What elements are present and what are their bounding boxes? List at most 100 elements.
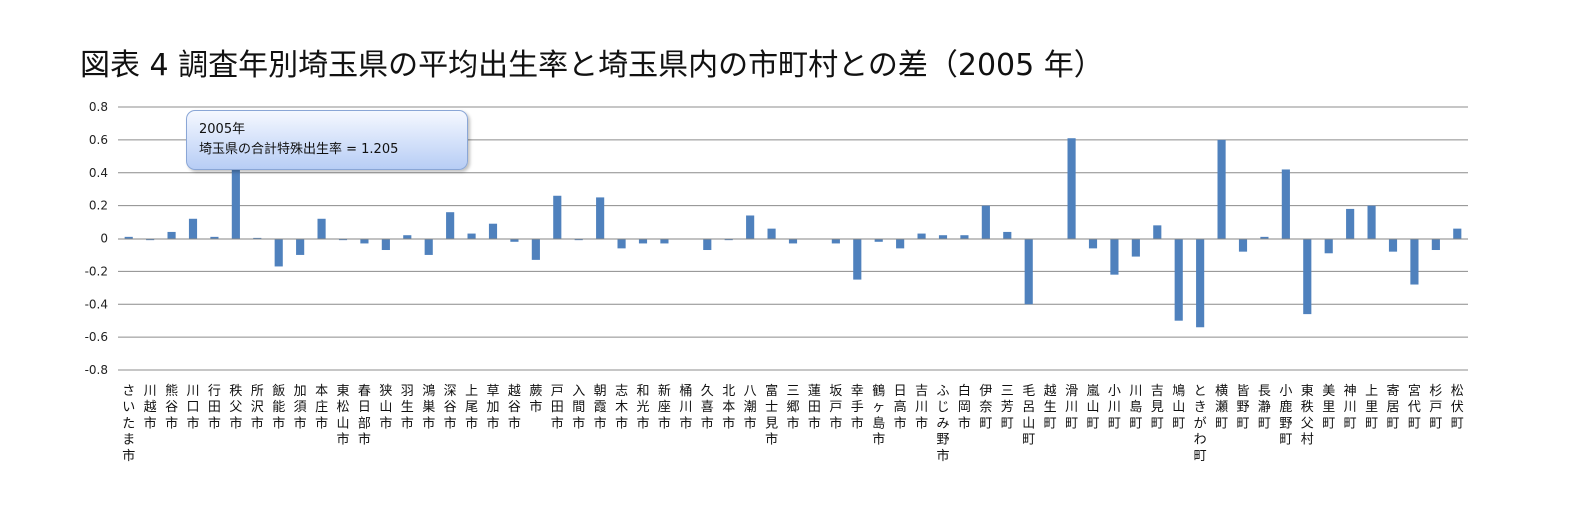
x-tick-label: 日高市 [894, 384, 907, 431]
x-axis-labels: さいたま市川越市熊谷市川口市行田市秩父市所沢市飯能市加須市本庄市東松山市春日部市… [122, 383, 1464, 464]
bar [1303, 238, 1312, 315]
bar [853, 238, 862, 280]
x-tick-label: 皆野町 [1236, 384, 1249, 431]
bar [188, 218, 198, 239]
annotation-line-1: 2005年 [199, 122, 246, 137]
x-tick-label: 秩父市 [229, 384, 242, 431]
bar [596, 197, 605, 239]
x-tick-label: 熊谷市 [165, 383, 178, 431]
bar [1410, 238, 1419, 285]
bar [1346, 208, 1355, 239]
y-tick-label: 0.6 [89, 133, 108, 147]
x-tick-label: 八潮市 [744, 384, 757, 431]
bar [938, 235, 948, 239]
x-tick-label: 川島町 [1129, 384, 1142, 431]
y-axis-ticks: 0.8 0.6 0.4 0.2 0 -0.2 -0.4 -0.6 -0.8 [85, 100, 108, 377]
bar [1024, 238, 1033, 305]
bar [638, 238, 648, 244]
x-tick-label: 幸手市 [851, 384, 864, 431]
x-tick-label: 朝霞市 [594, 384, 607, 431]
x-tick-label: 宮代町 [1408, 383, 1421, 431]
x-tick-label: 所沢市 [251, 384, 264, 431]
y-tick-label: -0.2 [85, 264, 108, 278]
x-tick-label: 越生町 [1044, 384, 1057, 431]
x-tick-label: さいたま市 [122, 384, 135, 464]
bar [1260, 236, 1269, 239]
bar [317, 218, 326, 239]
x-tick-label: 蕨市 [529, 384, 542, 415]
chart-title: 図表 4 調査年別埼玉県の平均出生率と埼玉県内の市町村との差（2005 年） [80, 48, 1104, 83]
x-tick-label: 嵐山町 [1086, 384, 1099, 431]
x-tick-label: 加須市 [294, 384, 307, 431]
bar [531, 238, 540, 260]
bar [553, 195, 562, 239]
x-tick-label: 川口市 [186, 384, 199, 431]
x-tick-label: 上里町 [1365, 384, 1378, 431]
bar [488, 223, 498, 239]
x-tick-label: 狭山市 [379, 384, 392, 431]
x-tick-label: 北本市 [722, 384, 735, 431]
x-tick-label: 志木市 [615, 384, 628, 431]
x-tick-label: 久喜市 [701, 384, 714, 431]
x-tick-label: 神川町 [1344, 384, 1357, 431]
x-tick-label: 上尾市 [465, 384, 478, 431]
bar [467, 233, 476, 239]
x-tick-label: 東松山市 [336, 383, 349, 448]
x-tick-label: 寄居町 [1386, 383, 1399, 431]
x-tick-label: 吉川市 [915, 384, 928, 431]
bar [296, 238, 305, 255]
bar [703, 238, 712, 251]
bar [1067, 138, 1076, 239]
x-tick-label: 行田市 [208, 384, 221, 431]
bar [360, 238, 369, 244]
annotation-line-2: 埼玉県の合計特殊出生率 = 1.205 [199, 142, 399, 157]
bar [746, 215, 755, 239]
x-tick-label: 坂戸市 [829, 384, 842, 431]
bar [124, 236, 133, 239]
y-tick-label: 0.2 [89, 199, 108, 213]
bar [1131, 238, 1140, 257]
y-tick-label: -0.4 [85, 297, 108, 311]
x-tick-label: 東秩父村 [1301, 383, 1314, 448]
bar [510, 238, 519, 242]
x-tick-label: 吉見町 [1151, 384, 1164, 431]
x-tick-label: 美里町 [1322, 384, 1335, 431]
x-tick-label: 蓮田市 [808, 384, 821, 431]
x-tick-label: 伊奈町 [979, 384, 992, 431]
x-tick-label: 鴻巣市 [422, 384, 435, 431]
annotation-callout: 2005年 埼玉県の合計特殊出生率 = 1.205 [186, 110, 468, 170]
bar [1453, 228, 1462, 239]
bar [1110, 238, 1119, 275]
y-tick-label: -0.8 [85, 363, 108, 377]
x-tick-label: 鳩山町 [1172, 384, 1185, 431]
bar [210, 236, 219, 239]
bar [1174, 238, 1183, 321]
x-tick-label: 越谷市 [508, 384, 521, 431]
bar [1088, 238, 1098, 249]
bar [403, 235, 412, 239]
x-tick-label: 毛呂山町 [1022, 384, 1035, 448]
x-tick-label: 鶴ヶ島市 [872, 383, 885, 448]
y-tick-label: 0 [100, 232, 108, 246]
x-tick-label: 戸田市 [551, 384, 564, 431]
bar [1003, 231, 1012, 239]
x-tick-label: 川越市 [144, 384, 157, 431]
x-tick-label: 小川町 [1108, 384, 1121, 431]
x-tick-label: 小鹿野町 [1279, 384, 1292, 448]
bar [1196, 238, 1205, 328]
bar [274, 238, 283, 267]
bars [124, 138, 1462, 328]
y-tick-label: -0.6 [85, 330, 108, 344]
x-tick-label: 白岡市 [958, 383, 971, 431]
bar [1281, 169, 1290, 239]
y-tick-label: 0.8 [89, 100, 108, 114]
bar [253, 237, 262, 239]
x-tick-label: 三郷市 [786, 384, 799, 431]
bar [1388, 238, 1398, 252]
x-tick-label: 桶川市 [679, 384, 692, 431]
y-tick-label: 0.4 [89, 166, 108, 180]
bar [617, 238, 626, 249]
bar [1367, 205, 1376, 239]
x-tick-label: 草加市 [486, 384, 499, 431]
